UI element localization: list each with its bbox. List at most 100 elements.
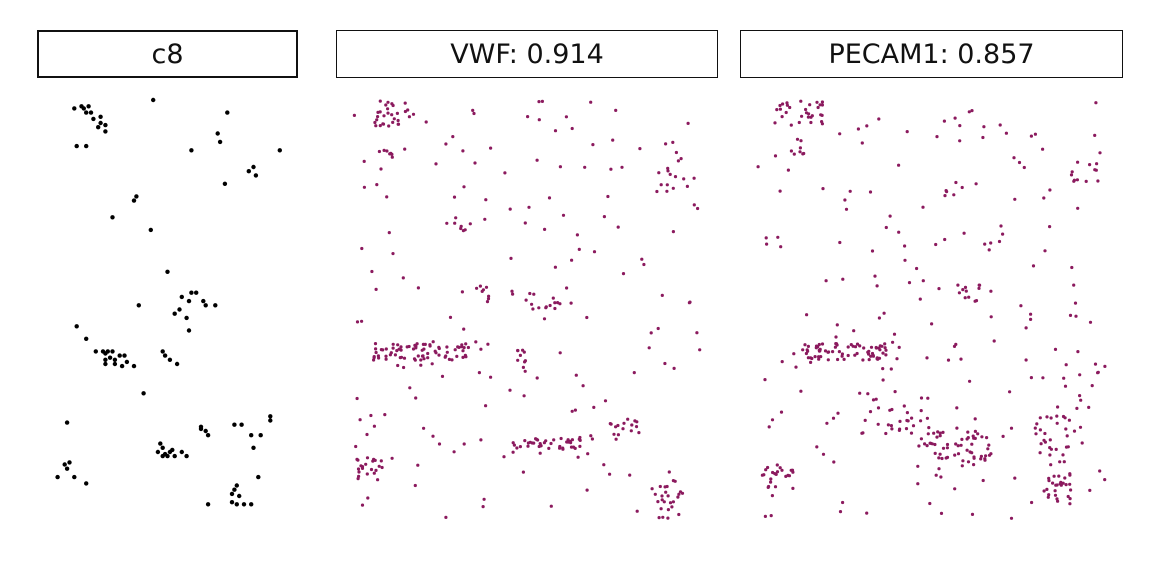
scatter-point (1098, 469, 1102, 473)
scatter-point (789, 468, 793, 472)
scatter-point (836, 411, 840, 415)
scatter-point (1062, 376, 1066, 380)
scatter-point (205, 502, 211, 507)
scatter-point (1041, 376, 1045, 380)
scatter-point (979, 454, 984, 458)
scatter-point (356, 467, 361, 471)
scatter-point (937, 456, 941, 460)
scatter-point (177, 307, 182, 312)
scatter-point (387, 124, 391, 128)
scatter-point (1051, 481, 1055, 485)
scatter-point (1093, 362, 1098, 366)
scatter-point (523, 221, 527, 225)
scatter-point (972, 456, 976, 460)
scatter-point (816, 105, 820, 110)
scatter-point (602, 215, 607, 219)
scatter-point (956, 444, 960, 448)
scatter-point (666, 169, 670, 173)
scatter-point (179, 449, 184, 455)
scatter-point (821, 187, 825, 191)
scatter-point (876, 406, 881, 410)
scatter-point (523, 439, 527, 443)
panel-title-pecam1: PECAM1: 0.857 (740, 30, 1123, 78)
scatter-point (508, 388, 512, 392)
scatter-point (530, 302, 534, 306)
scatter-point (1029, 376, 1033, 380)
scatter-point (884, 348, 888, 352)
scatter-point (665, 484, 669, 489)
scatter-point (445, 345, 449, 349)
scatter-point (1098, 151, 1102, 155)
scatter-point (485, 300, 490, 304)
scatter-point (989, 315, 993, 319)
scatter-point (765, 242, 769, 246)
scatter-panel-vwf (352, 99, 702, 520)
scatter-point (1075, 406, 1079, 410)
scatter-point (234, 502, 239, 507)
scatter-point (591, 143, 595, 147)
scatter-point (938, 452, 942, 456)
scatter-point (440, 374, 445, 378)
scatter-point (561, 213, 566, 217)
scatter-point (388, 353, 392, 357)
scatter-point (834, 335, 838, 339)
scatter-point (430, 362, 434, 366)
scatter-point (895, 357, 899, 361)
scatter-point (792, 152, 796, 156)
scatter-point (1064, 363, 1068, 367)
scatter-point (809, 360, 813, 364)
scatter-point (1030, 500, 1034, 505)
scatter-point (695, 331, 699, 335)
scatter-point (170, 447, 175, 453)
scatter-point (558, 351, 562, 355)
scatter-point (603, 399, 608, 403)
scatter-point (1004, 131, 1009, 135)
scatter-point (628, 473, 632, 477)
scatter-point (1061, 453, 1065, 457)
scatter-point (614, 437, 618, 441)
scatter-point (1043, 249, 1047, 253)
scatter-point (886, 423, 891, 427)
scatter-point (590, 437, 595, 441)
scatter-point (376, 478, 380, 482)
scatter-point (809, 115, 813, 119)
scatter-point (428, 344, 432, 348)
scatter-point (939, 511, 944, 515)
scatter-point (873, 274, 877, 278)
scatter-panel-c8 (55, 97, 282, 507)
scatter-point (686, 121, 690, 125)
scatter-point (1038, 451, 1042, 455)
scatter-point (889, 424, 894, 428)
scatter-point (179, 294, 184, 300)
scatter-point (532, 292, 536, 296)
scatter-point (1061, 414, 1066, 419)
scatter-point (464, 342, 468, 346)
scatter-point (660, 494, 664, 498)
scatter-point (479, 438, 483, 442)
scatter-point (874, 345, 878, 350)
scatter-point (426, 356, 430, 360)
scatter-point (112, 357, 118, 362)
scatter-point (630, 423, 634, 427)
scatter-point (633, 419, 637, 423)
scatter-point (479, 347, 483, 351)
scatter-point (798, 146, 803, 150)
scatter-point (833, 345, 838, 349)
scatter-point (940, 456, 944, 461)
scatter-point (136, 303, 141, 308)
scatter-point (526, 444, 530, 448)
scatter-point (566, 438, 570, 442)
scatter-point (1079, 398, 1083, 402)
scatter-point (531, 307, 535, 311)
scatter-point (685, 184, 690, 188)
scatter-point (919, 409, 923, 413)
scatter-point (779, 410, 784, 414)
scatter-point (585, 315, 589, 320)
scatter-point (559, 436, 563, 441)
scatter-point (55, 474, 60, 480)
scatter-point (373, 458, 377, 462)
scatter-point (911, 424, 916, 428)
scatter-point (897, 230, 901, 234)
scatter-point (919, 396, 924, 400)
scatter-point (403, 101, 407, 105)
